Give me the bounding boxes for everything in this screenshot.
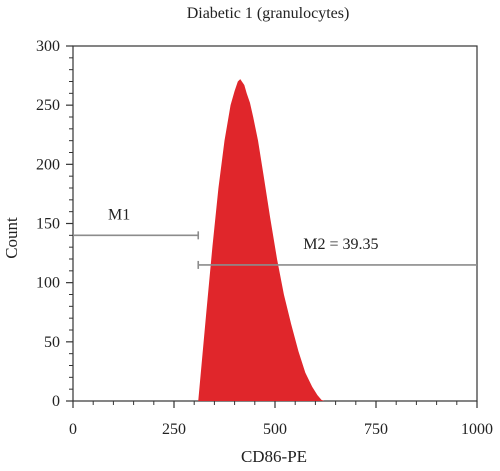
y-tick-label: 300 (36, 38, 60, 55)
y-tick-label: 200 (36, 156, 60, 173)
x-tick-label: 750 (364, 421, 388, 438)
marker-1: M1 (73, 206, 200, 240)
marker-layer: M1 M2 = 39.35 (73, 206, 477, 269)
x-tick-label: 0 (69, 421, 77, 438)
x-tick-label: 250 (162, 421, 186, 438)
histogram-area-0 (198, 79, 325, 401)
plot-area: M1 M2 = 39.35 0 250 500 750 1000 0 50 100 150 200 2… (36, 38, 493, 438)
x-axis-label: CD86-PE (241, 447, 307, 466)
x-tick-label: 500 (263, 421, 287, 438)
y-axis-label: Count (2, 217, 21, 259)
y-tick-label: 150 (36, 216, 60, 233)
marker-label: M1 (108, 206, 130, 223)
marker-2: M2 = 39.35 (197, 236, 477, 269)
tick-layer: 0 250 500 750 1000 0 50 100 150 200 250 300 (36, 38, 493, 438)
y-tick-label: 50 (44, 334, 60, 351)
y-tick-label: 250 (36, 97, 60, 114)
x-tick-label: 1000 (461, 421, 493, 438)
chart-title: Diabetic 1 (granulocytes) (187, 5, 350, 22)
y-tick-label: 100 (36, 275, 60, 292)
series-layer (198, 79, 325, 401)
y-tick-label: 0 (52, 393, 60, 410)
marker-label: M2 = 39.35 (303, 236, 378, 253)
